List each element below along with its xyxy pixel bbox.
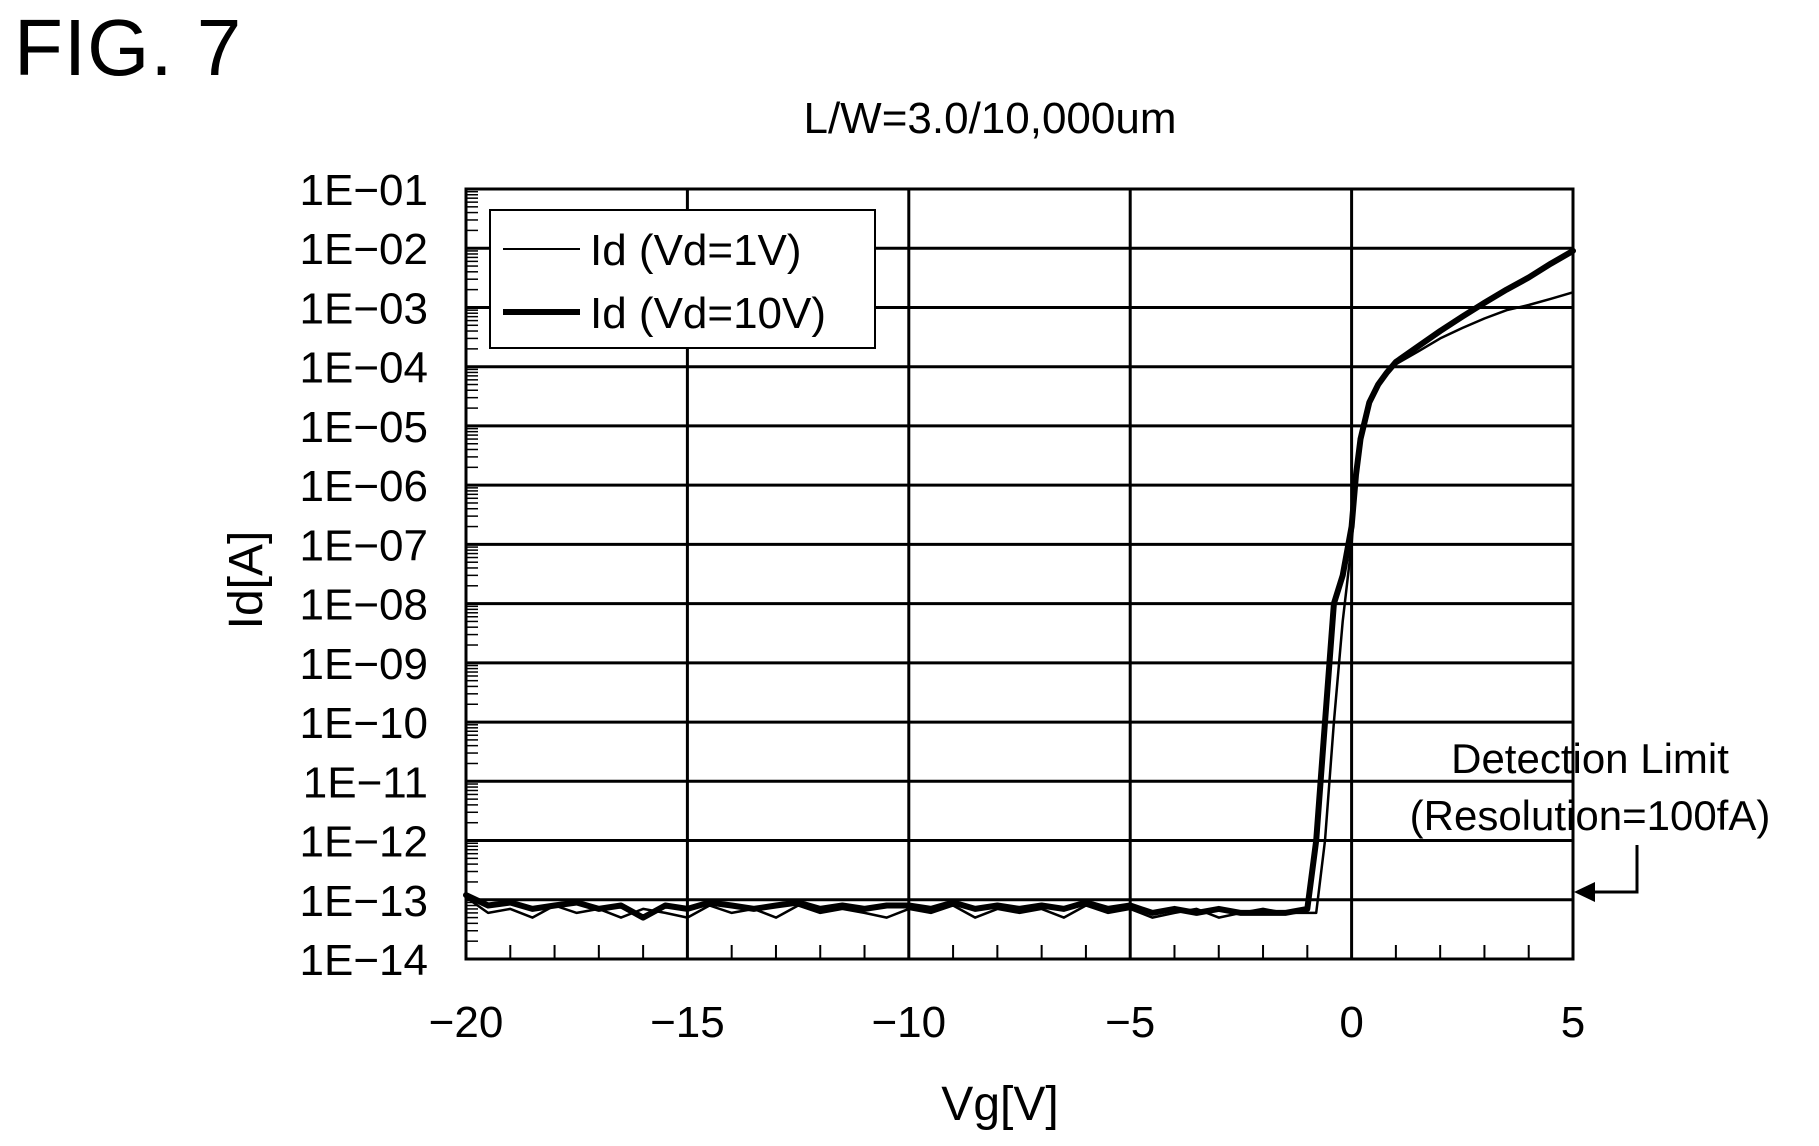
annotation-line-1: Detection Limit (1451, 735, 1729, 782)
x-tick-label: −20 (429, 998, 504, 1047)
plot-frame (464, 187, 1575, 961)
y-tick-label: 1E−03 (300, 284, 428, 333)
legend-label-vd1: Id (Vd=1V) (590, 226, 802, 275)
x-tick-label: −5 (1105, 998, 1155, 1047)
x-axis-title: Vg[V] (941, 1078, 1058, 1131)
y-tick-label: 1E−07 (300, 521, 428, 570)
legend-label-vd10: Id (Vd=10V) (590, 289, 826, 338)
legend-box (489, 209, 876, 349)
annotation-arrow-line (1585, 845, 1639, 894)
y-tick-label: 1E−04 (300, 344, 428, 393)
y-tick-label: 1E−09 (300, 640, 428, 689)
grid-lines (466, 189, 1573, 959)
minor-ticks (466, 190, 1530, 959)
y-tick-label: 1E−13 (300, 877, 428, 926)
legend: Id (Vd=1V) Id (Vd=10V) (489, 209, 876, 349)
x-tick-label: −15 (650, 998, 725, 1047)
x-tick-label: 0 (1339, 998, 1363, 1047)
y-tick-label: 1E−08 (300, 581, 428, 630)
y-tick-label: 1E−05 (300, 403, 428, 452)
annotation-arrow-head (1574, 882, 1595, 902)
x-tick-label: −10 (871, 998, 946, 1047)
y-tick-label: 1E−10 (300, 699, 428, 748)
y-tick-label: 1E−02 (300, 225, 428, 274)
annotation-line-2: (Resolution=100fA) (1410, 792, 1771, 839)
series-line-vd10 (463, 247, 1576, 921)
chart-title: L/W=3.0/10,000um (803, 94, 1176, 143)
y-tick-label: 1E−01 (300, 166, 428, 215)
y-tick-labels: 1E−01 1E−02 1E−03 1E−04 1E−05 1E−06 1E−07 1E−08… (300, 166, 428, 985)
detection-limit-annotation: Detection Limit (Resolution=100fA) (1410, 735, 1771, 902)
x-tick-label: 5 (1561, 998, 1585, 1047)
y-tick-label: 1E−14 (300, 936, 428, 985)
y-tick-label: 1E−11 (303, 758, 428, 807)
y-axis-title: Id[A] (220, 531, 273, 630)
x-tick-labels: −20 −15 −10 −5 0 5 (429, 998, 1586, 1047)
plot-area-border (464, 187, 1575, 961)
series-layer (463, 247, 1576, 921)
y-tick-label: 1E−12 (300, 818, 428, 867)
figure-label: FIG. 7 (14, 3, 243, 92)
y-tick-label: 1E−06 (300, 462, 428, 511)
